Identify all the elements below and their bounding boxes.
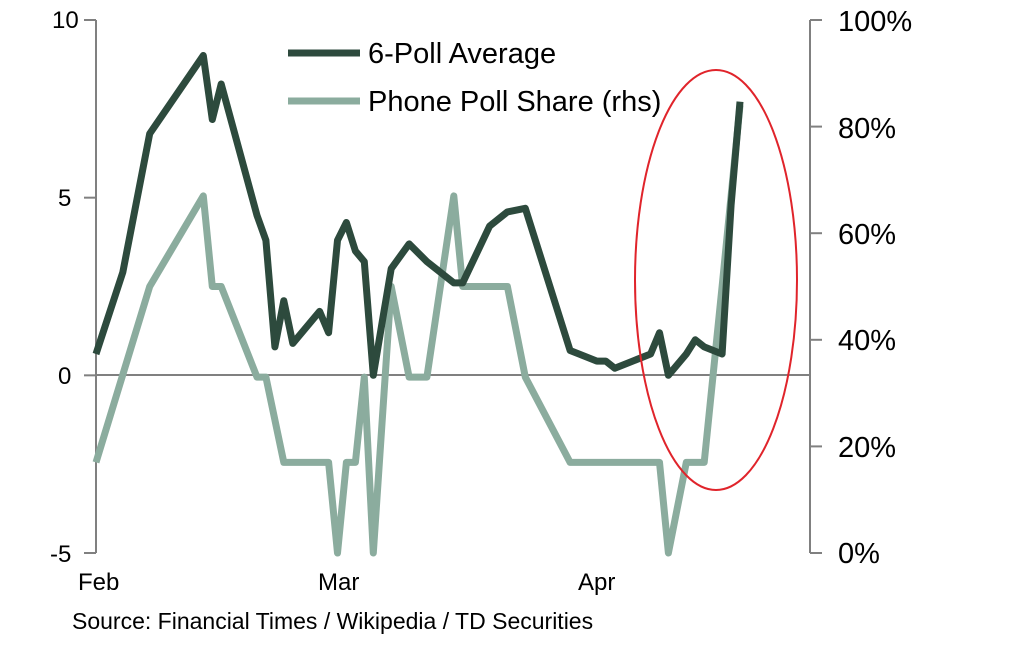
source-note: Source: Financial Times / Wikipedia / TD…: [72, 608, 594, 634]
right-tick-marks: [810, 19, 822, 554]
x-label-feb: Feb: [78, 569, 119, 596]
left-tick-label-10: 10: [52, 7, 79, 34]
right-tick-label-80: 80%: [838, 113, 896, 145]
series-line-phone-poll-share: [92, 104, 744, 557]
right-tick-label-0: 0%: [838, 538, 880, 570]
right-tick-label-60: 60%: [838, 219, 896, 251]
right-tick-label-20: 20%: [838, 432, 896, 464]
highlight-ellipse: [634, 69, 798, 491]
legend-label-phone-poll-share: Phone Poll Share (rhs): [368, 86, 661, 118]
left-tick-label-5: 5: [58, 185, 71, 212]
legend-label-6-poll-average: 6-Poll Average: [368, 38, 556, 70]
left-tick-marks: [84, 19, 96, 554]
left-tick-label-neg5: -5: [50, 541, 71, 568]
left-tick-label-0: 0: [58, 363, 71, 390]
x-label-mar: Mar: [318, 569, 359, 596]
right-tick-label-100: 100%: [838, 6, 912, 38]
series-line-6-poll-average: [92, 52, 744, 379]
right-tick-label-40: 40%: [838, 325, 896, 357]
x-label-apr: Apr: [578, 569, 615, 596]
